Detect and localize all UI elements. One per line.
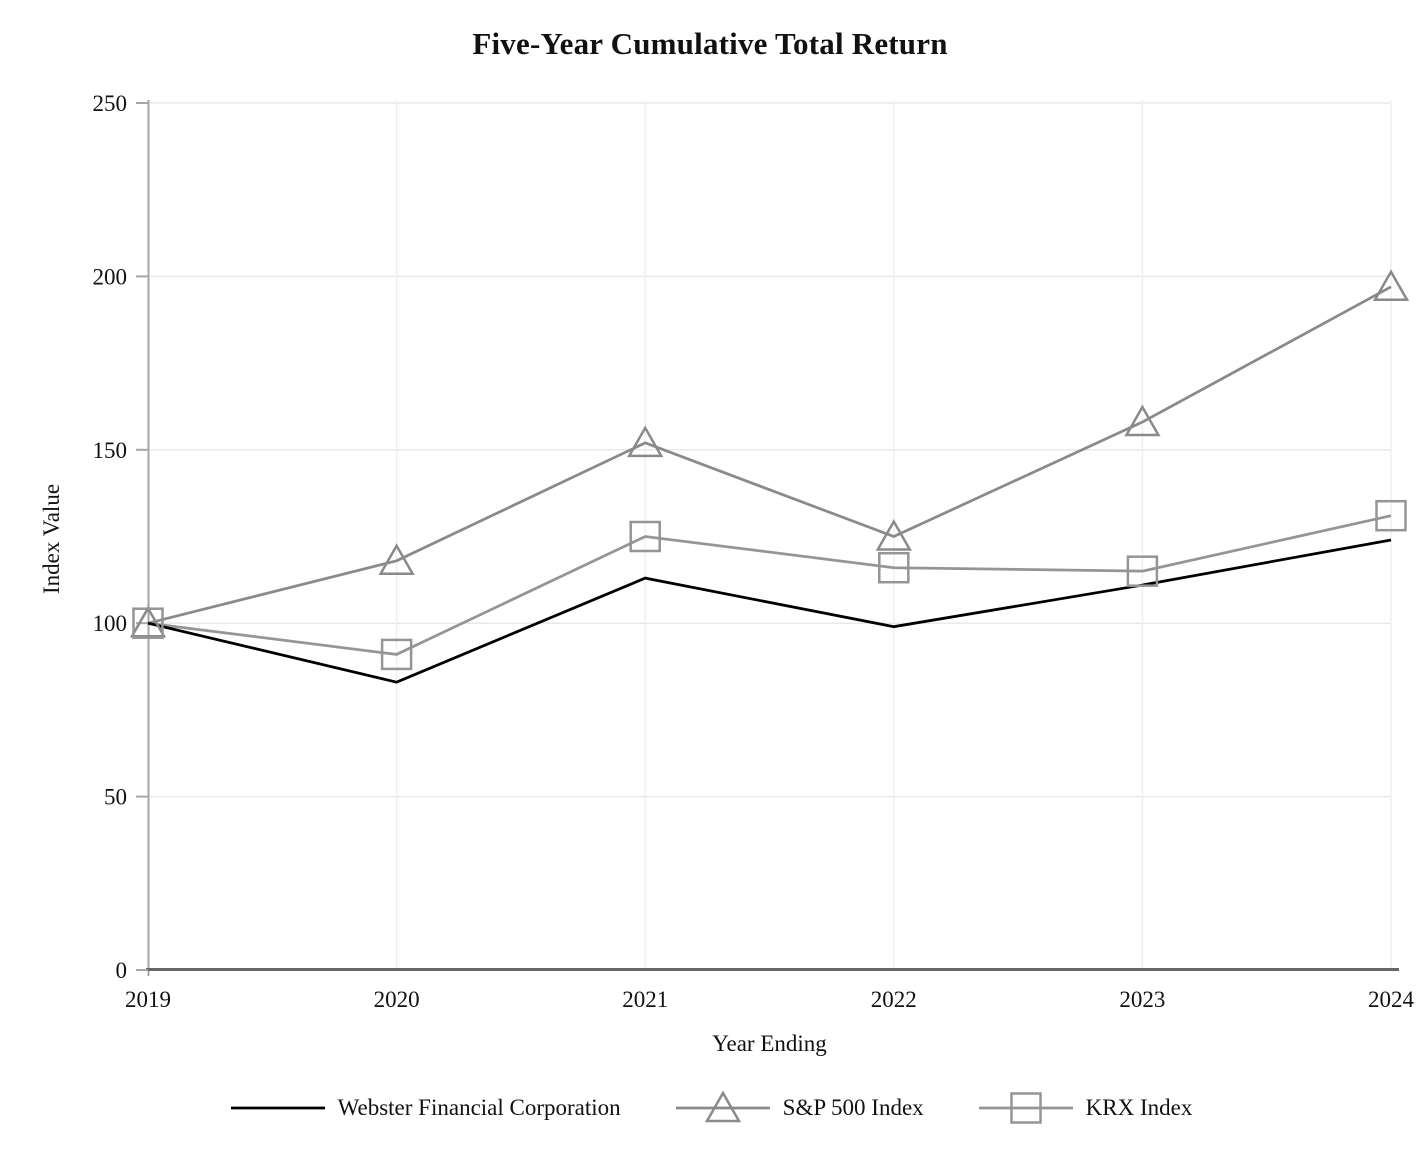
legend-sample-marker: [1009, 1092, 1042, 1124]
legend-item-sp-500-index: S&P 500 Index: [673, 1090, 924, 1126]
x-tick-label: 2021: [622, 987, 668, 1012]
legend-item-webster-financial-corporation: Webster Financial Corporation: [228, 1090, 621, 1126]
marker-triangle-2023: [1124, 404, 1161, 437]
marker-triangle-2022: [875, 518, 912, 551]
y-tick-label: 250: [93, 91, 128, 116]
marker-square-2024: [1375, 499, 1407, 532]
y-tick-label: 100: [93, 611, 128, 636]
marker-square-2023: [1126, 555, 1159, 587]
marker-square-2022: [878, 551, 910, 584]
x-tick-label: 2019: [125, 987, 171, 1012]
marker-triangle-2024: [1372, 269, 1410, 302]
y-tick-label: 200: [93, 264, 128, 289]
marker-triangle-2021: [627, 425, 664, 458]
legend-label: S&P 500 Index: [782, 1095, 924, 1120]
y-tick-label: 0: [116, 958, 128, 983]
marker-square-2021: [629, 520, 661, 553]
series-line-s-p-500-index: [147, 285, 1392, 625]
legend-item-krx-index: KRX Index: [976, 1090, 1193, 1126]
x-tick-label: 2024: [1368, 987, 1415, 1012]
series-line-krx-index: [147, 514, 1392, 656]
x-axis-title: Year Ending: [712, 1031, 827, 1056]
marker-square-2019: [132, 607, 164, 639]
marker-square-2020: [380, 638, 413, 671]
chart-legend: Webster Financial Corporation S&P 500 In…: [0, 1090, 1420, 1126]
series-line-webster-financial-corporation: [147, 538, 1392, 684]
y-axis-title: Index Value: [39, 483, 64, 595]
y-tick-label: 50: [104, 785, 127, 810]
x-tick-label: 2023: [1119, 987, 1165, 1012]
y-tick-label: 150: [93, 438, 128, 463]
chart-title: Five-Year Cumulative Total Return: [472, 26, 948, 61]
x-tick-label: 2020: [374, 987, 420, 1012]
marker-triangle-2019: [129, 605, 167, 638]
x-tick-label: 2022: [871, 987, 917, 1012]
legend-sample-marker: [704, 1090, 741, 1123]
legend-label: Webster Financial Corporation: [337, 1095, 621, 1120]
legend-label: KRX Index: [1085, 1095, 1193, 1120]
legend-sample-plain-line: [230, 1106, 325, 1110]
marker-triangle-2020: [378, 543, 415, 576]
legend-sample-triangle-marker-icon: [675, 1090, 770, 1123]
legend-sample-square-marker-icon: [978, 1092, 1073, 1124]
